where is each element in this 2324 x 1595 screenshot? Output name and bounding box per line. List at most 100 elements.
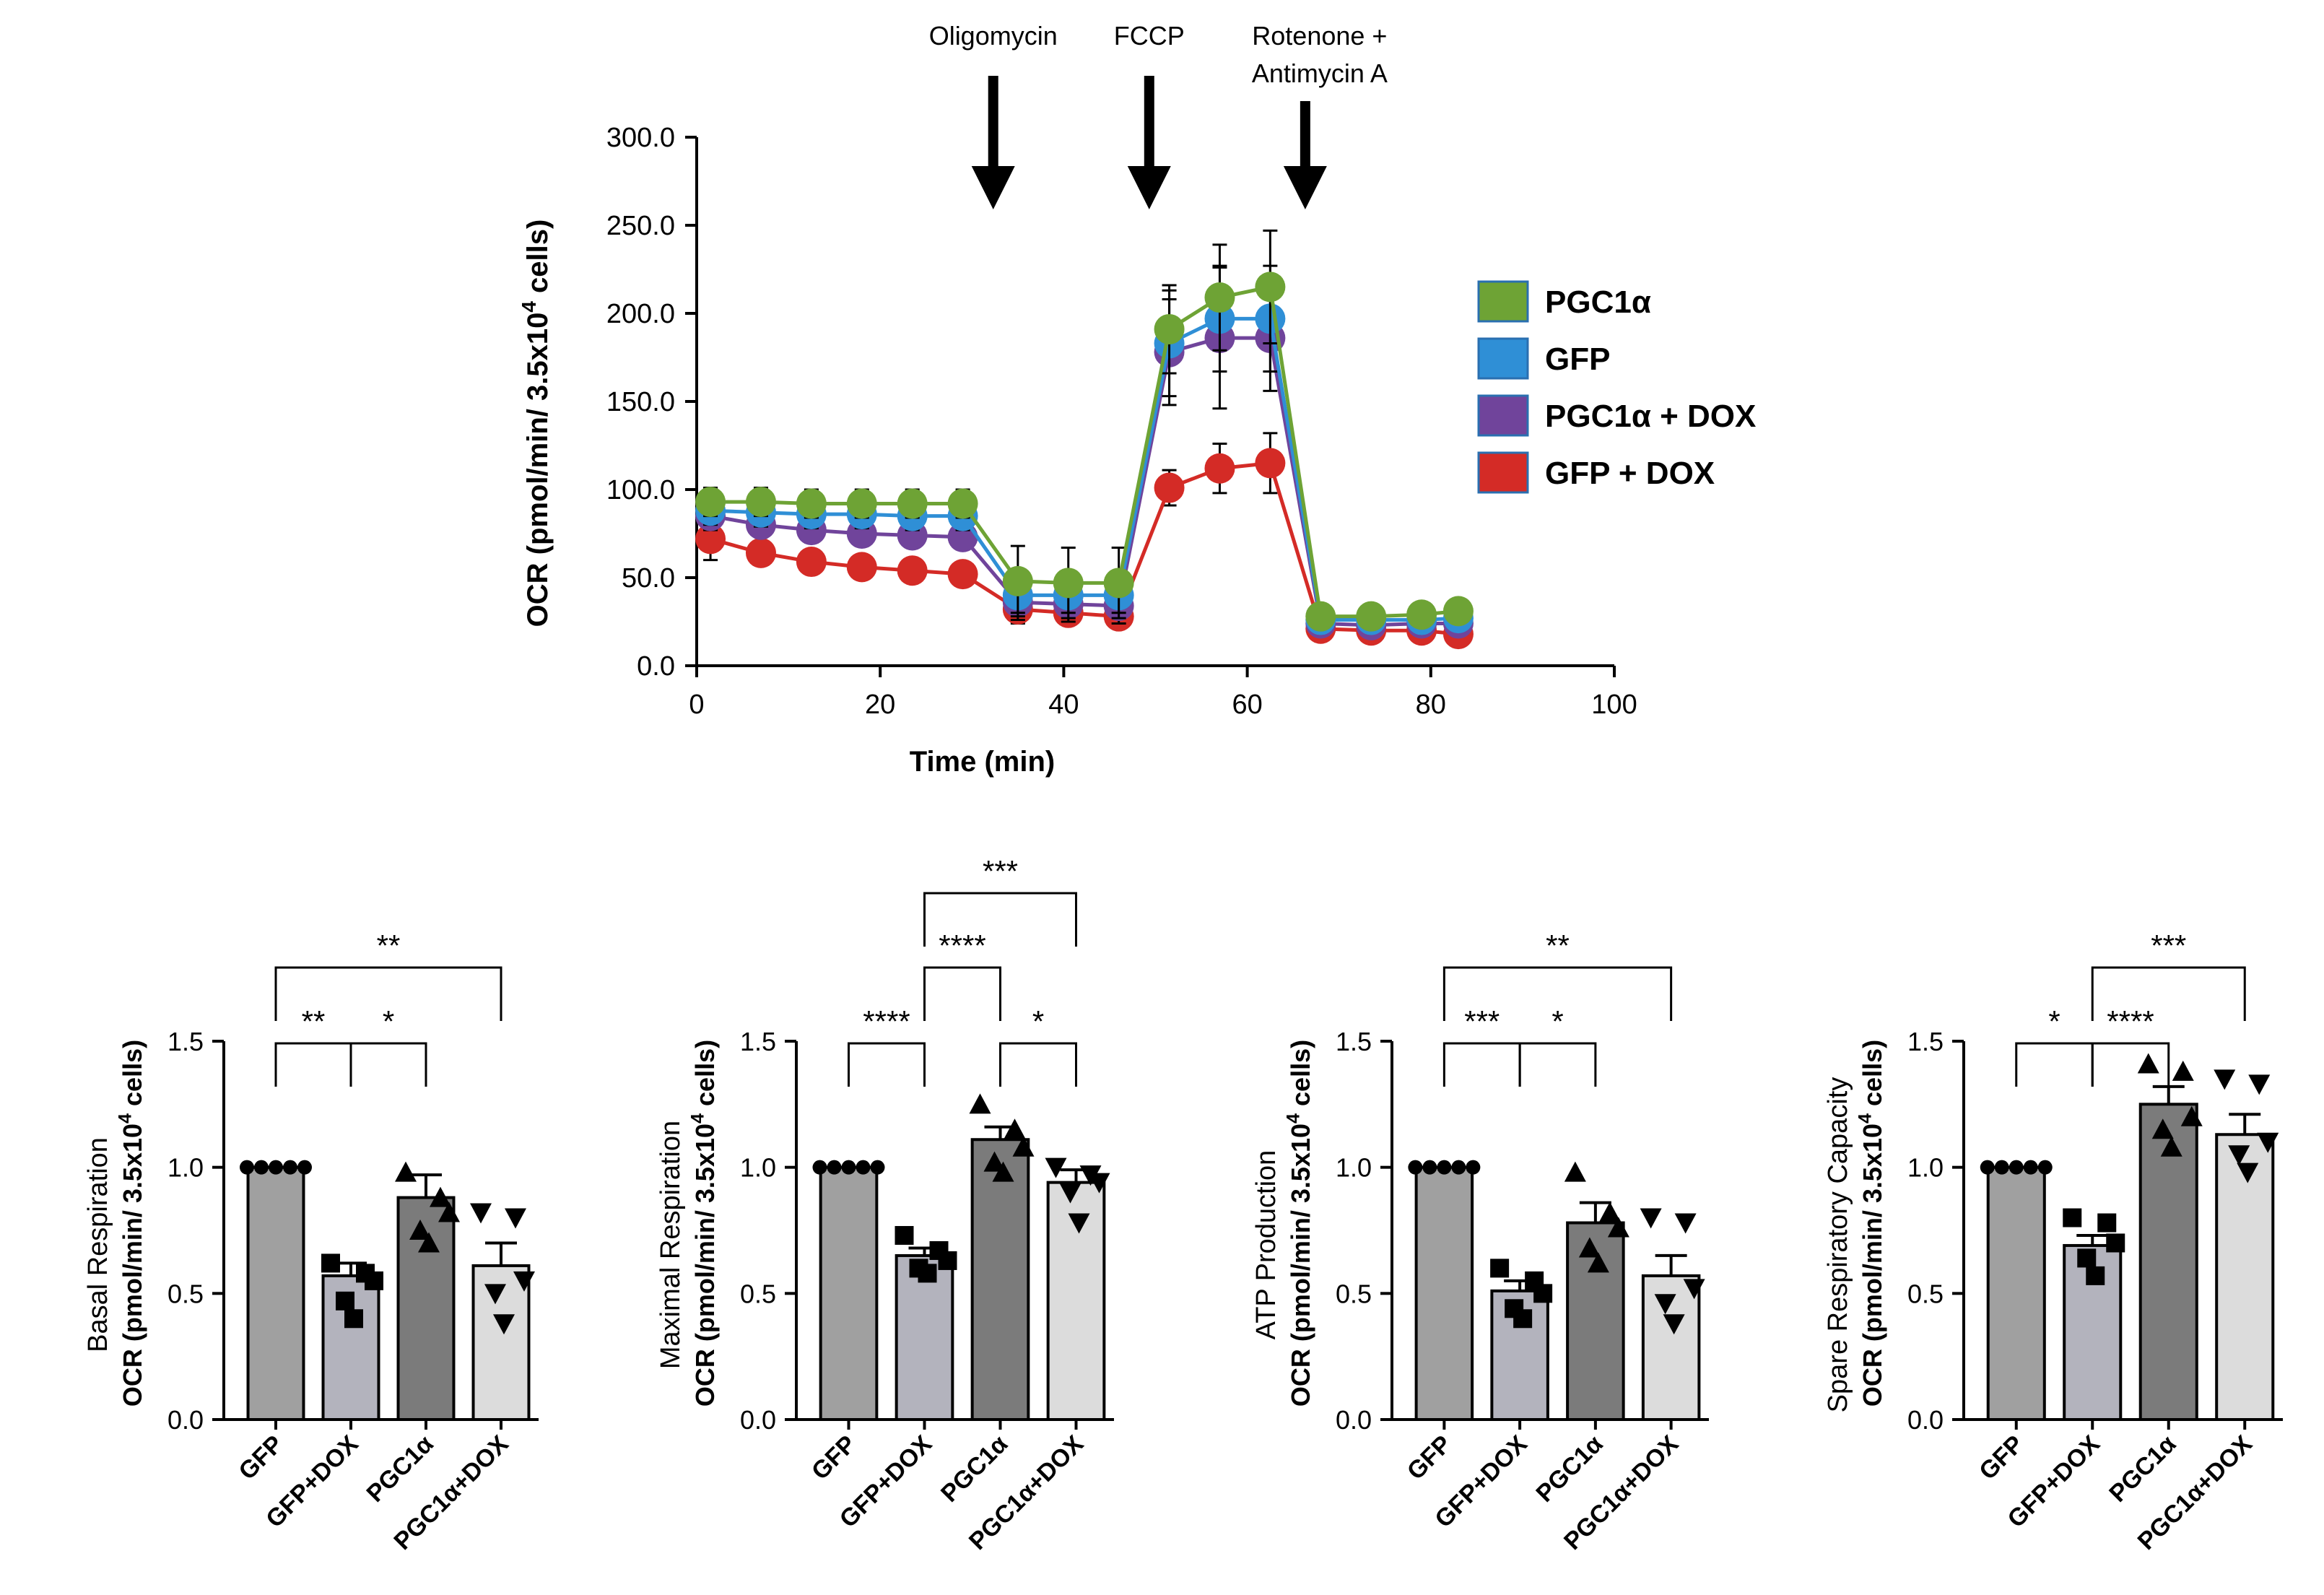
series-line (710, 284, 1459, 619)
data-point (1045, 1157, 1067, 1178)
data-point (870, 1160, 885, 1175)
series-line (710, 316, 1459, 622)
y-axis-label-end: cells) (1858, 1040, 1887, 1113)
significance-bracket-1: * (2015, 1004, 2094, 1087)
legend-label: GFP + DOX (1545, 456, 1715, 491)
annotation-arrow-head (1283, 166, 1327, 209)
data-point (1422, 1160, 1437, 1175)
data-point (796, 488, 827, 519)
bar (2215, 1133, 2275, 1421)
bracket-line (274, 1042, 352, 1087)
annotation-label: Rotenone + (1252, 21, 1387, 51)
significance-label: *** (1464, 1004, 1500, 1038)
bracket-line (1442, 966, 1673, 1021)
y-axis-title: Basal Respiration (83, 1137, 113, 1352)
data-point (1059, 1183, 1082, 1204)
data-point (430, 1186, 451, 1207)
data-point (321, 1253, 340, 1273)
significance-bracket-1: *** (1442, 1004, 1521, 1087)
legend-label: GFP (1545, 342, 1610, 377)
line-chart: 0.0 50.0 100.0 150.0 200.0 250.0 300.0 0 20 40 60 8… (518, 21, 1756, 778)
data-point (1204, 453, 1235, 484)
data-point (2151, 1118, 2174, 1139)
x-tick-label: 20 (865, 690, 895, 720)
x-axis-label: Time (min) (910, 746, 1056, 778)
significance-bracket-1: ** (274, 1004, 352, 1087)
bar-chart-1: 0.00.51.01.5GFPGFP+DOXPGC1αPGC1α+DOXBasa… (83, 929, 539, 1555)
data-point (918, 1264, 937, 1283)
data-point (2180, 1105, 2203, 1126)
significance-label: **** (2107, 1004, 2154, 1038)
annotation-arrow-head (971, 166, 1015, 209)
data-point (2009, 1160, 2024, 1175)
y-tick-label: 100.0 (606, 475, 675, 505)
y-tick-label: 0.0 (637, 651, 675, 682)
data-point (938, 1251, 957, 1270)
data-point (409, 1220, 431, 1240)
y-axis-label-superscript: 4 (688, 1113, 708, 1124)
data-point (856, 1160, 871, 1175)
data-point (1053, 568, 1084, 599)
data-point (493, 1314, 515, 1335)
data-point (1154, 313, 1185, 344)
significance-label: *** (2151, 929, 2186, 962)
bracket-line (923, 966, 1001, 1021)
series-line (710, 461, 1459, 636)
significance-label: * (2048, 1004, 2060, 1038)
data-point (2172, 1060, 2194, 1081)
data-point (1564, 1161, 1586, 1182)
y-axis-label-main: OCR (pmol/min/ 3.5x10 (1858, 1124, 1887, 1407)
data-point (827, 1160, 842, 1175)
data-point (992, 1161, 1014, 1182)
data-point (796, 547, 827, 578)
annotation-label: Oligomycin (929, 21, 1058, 51)
significance-label: * (1032, 1004, 1044, 1038)
significance-label: * (1551, 1004, 1563, 1038)
y-axis-label-end: cells) (522, 220, 554, 301)
y-tick-label: 0.5 (1336, 1279, 1372, 1308)
significance-bracket-2: * (1518, 1004, 1597, 1087)
data-point (2237, 1162, 2259, 1183)
data-point (1004, 1118, 1026, 1139)
data-point (897, 555, 928, 586)
data-point (395, 1161, 417, 1182)
bar-chart-3: 0.00.51.01.5GFPGFP+DOXPGC1αPGC1α+DOXATP … (1251, 929, 1709, 1555)
significance-bracket-0: *** (2091, 929, 2246, 1021)
y-tick-label: 0.0 (167, 1405, 204, 1435)
data-point (1674, 1213, 1697, 1234)
annotation-2: Rotenone + Antimycin A (1252, 21, 1388, 209)
legend-swatch (1477, 280, 1529, 323)
annotation-label: FCCP (1114, 21, 1185, 51)
y-tick-label: 0.5 (167, 1279, 204, 1308)
data-point (1598, 1201, 1621, 1222)
significance-label: * (383, 1004, 394, 1038)
data-point (1587, 1252, 1609, 1273)
data-point (1513, 1309, 1533, 1329)
data-point (812, 1160, 827, 1175)
data-point (2037, 1160, 2053, 1175)
data-point (1683, 1279, 1705, 1300)
data-point (2160, 1136, 2182, 1157)
y-tick-label: 1.0 (167, 1153, 204, 1183)
x-tick-label: PGC1α (1531, 1430, 1608, 1508)
x-tick-label: PGC1α (936, 1430, 1013, 1508)
bracket-line (2091, 966, 2246, 1021)
data-point (2097, 1213, 2117, 1233)
x-tick-label: GFP (233, 1430, 288, 1485)
data-point (470, 1203, 492, 1224)
data-point (1442, 596, 1474, 627)
significance-bracket-0: *** (923, 854, 1077, 947)
significance-bracket-1: **** (923, 929, 1001, 1021)
data-point (1088, 1173, 1110, 1194)
data-point (841, 1160, 856, 1175)
data-point (254, 1160, 269, 1175)
data-point (2023, 1160, 2038, 1175)
data-point (1408, 1160, 1423, 1175)
bracket-line (349, 1042, 427, 1087)
bracket-line (999, 1042, 1077, 1087)
bar (1414, 1165, 1474, 1421)
series-line (710, 336, 1458, 627)
annotation-0: Oligomycin (929, 21, 1058, 209)
bracket-line (1518, 1042, 1597, 1087)
